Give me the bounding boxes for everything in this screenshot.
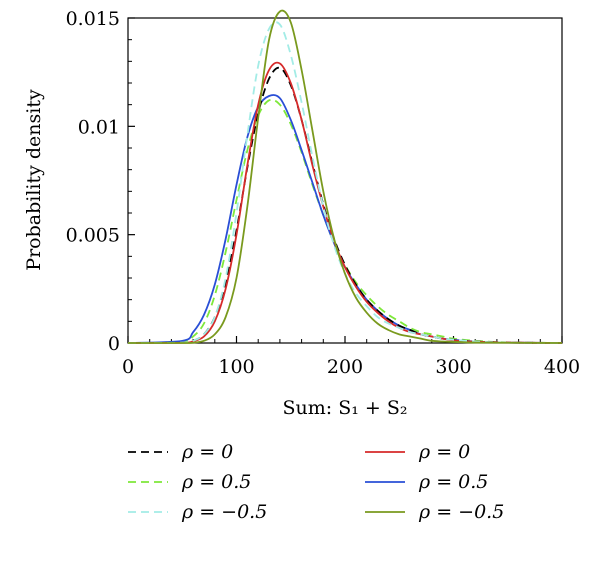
y-tick-label: 0.015 [66,8,120,30]
x-tick-label: 100 [218,356,254,378]
series-line-2 [127,21,563,344]
plot-frame [127,17,563,344]
legend: ρ = 0 ρ = 0.5 ρ = −0.5 ρ = 0 ρ = 0.5 ρ = −0.5 [128,441,504,523]
x-tick-labels: 0 100 200 300 400 [122,356,580,378]
legend-label: ρ = 0.5 [181,471,251,493]
legend-label: ρ = −0.5 [418,501,504,523]
y-tick-labels: 0 0.005 0.01 0.015 [66,8,120,355]
y-tick-label: 0 [108,333,120,355]
series-line-0 [127,66,563,344]
x-tick-label: 0 [122,356,134,378]
series-line-3 [127,61,563,344]
series-lines [127,9,563,344]
legend-label: ρ = 0 [181,441,233,463]
x-tick-label: 200 [327,356,363,378]
y-axis-title: Probability density [23,89,45,271]
y-tick-label: 0.01 [78,116,120,138]
legend-label: ρ = 0.5 [418,471,488,493]
x-tick-label: 400 [544,356,580,378]
major-ticks [127,17,563,344]
series-line-4 [127,94,563,344]
x-axis-title: Sum: S₁ + S₂ [283,397,408,419]
series-line-5 [128,9,563,344]
legend-label: ρ = 0 [418,441,470,463]
minor-ticks [128,39,541,343]
series-line-1 [127,98,563,344]
legend-label: ρ = −0.5 [181,501,267,523]
x-tick-label: 300 [435,356,471,378]
y-tick-label: 0.005 [66,225,120,247]
